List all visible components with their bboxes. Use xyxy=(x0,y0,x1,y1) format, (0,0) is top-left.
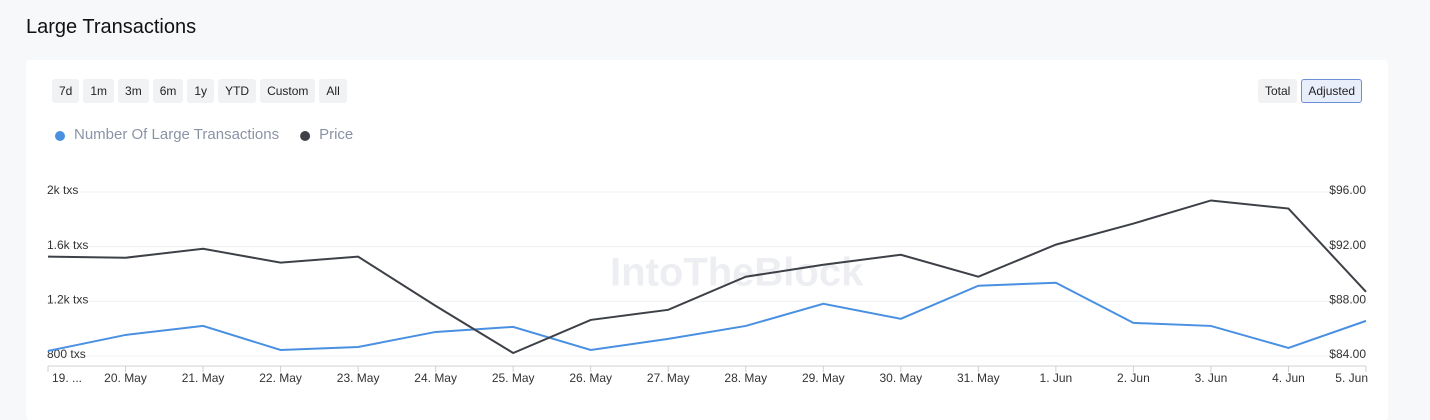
toolbar-button[interactable]: 3m xyxy=(118,79,149,103)
x-tick-label: 27. May xyxy=(647,371,690,385)
x-tick-label: 29. May xyxy=(802,371,845,385)
toolbar-button[interactable]: Adjusted xyxy=(1301,79,1363,103)
x-tick-label: 25. May xyxy=(492,371,535,385)
x-tick-label: 30. May xyxy=(879,371,922,385)
y2-tick-label: $84.00 xyxy=(1329,347,1366,361)
toolbar-button[interactable]: Custom xyxy=(260,79,316,103)
x-tick-label: 22. May xyxy=(259,371,302,385)
legend-label[interactable]: Price xyxy=(319,126,353,143)
watermark: IntoTheBlock xyxy=(610,251,864,295)
chart-card xyxy=(26,60,1388,420)
x-tick-label: 24. May xyxy=(414,371,457,385)
x-tick-label: 5. Jun xyxy=(1335,371,1368,385)
chart: Number Of Large Transactions Price IntoThe… xyxy=(47,126,1368,385)
x-tick-label: 19. ... xyxy=(52,371,82,385)
toolbar-button[interactable]: 6m xyxy=(152,79,184,103)
legend-marker xyxy=(300,131,311,141)
page-title: Large Transactions xyxy=(26,16,197,38)
legend-label[interactable]: Number Of Large Transactions xyxy=(74,126,279,143)
y2-tick-label: $92.00 xyxy=(1329,238,1366,252)
series-line xyxy=(47,199,1367,355)
toolbar-button[interactable]: Total xyxy=(1258,79,1298,103)
x-tick-label: 26. May xyxy=(569,371,612,385)
legend-marker xyxy=(55,131,65,141)
y-tick-label: 800 txs xyxy=(47,347,86,361)
x-tick-label: 23. May xyxy=(337,371,380,385)
toolbar-button[interactable]: 7d xyxy=(52,79,80,103)
y-tick-label: 1.2k txs xyxy=(47,293,88,307)
x-tick-label: 1. Jun xyxy=(1040,371,1073,385)
y-tick-label: 1.6k txs xyxy=(47,238,88,252)
toolbar-button[interactable]: 1y xyxy=(187,79,215,103)
y2-tick-label: $88.00 xyxy=(1329,293,1366,307)
y-tick-label: 2k txs xyxy=(47,183,78,197)
range-buttons: 7d 1m 3m 6m 1y YTD Custom All xyxy=(52,79,347,103)
x-tick-label: 28. May xyxy=(724,371,767,385)
y2-tick-label: $96.00 xyxy=(1329,183,1366,197)
x-tick-label: 4. Jun xyxy=(1272,371,1305,385)
series-line xyxy=(47,281,1367,352)
mode-buttons: Total Adjusted xyxy=(1258,79,1363,103)
toolbar-button[interactable]: YTD xyxy=(218,79,257,103)
toolbar-button[interactable]: All xyxy=(319,79,347,103)
x-tick-label: 2. Jun xyxy=(1117,371,1150,385)
x-tick-label: 3. Jun xyxy=(1195,371,1228,385)
page: Large Transactions Number Of Large Trans… xyxy=(26,16,1368,386)
x-tick-label: 31. May xyxy=(957,371,1000,385)
x-tick-label: 20. May xyxy=(104,371,147,385)
x-tick-label: 21. May xyxy=(182,371,225,385)
toolbar-button[interactable]: 1m xyxy=(83,79,115,103)
